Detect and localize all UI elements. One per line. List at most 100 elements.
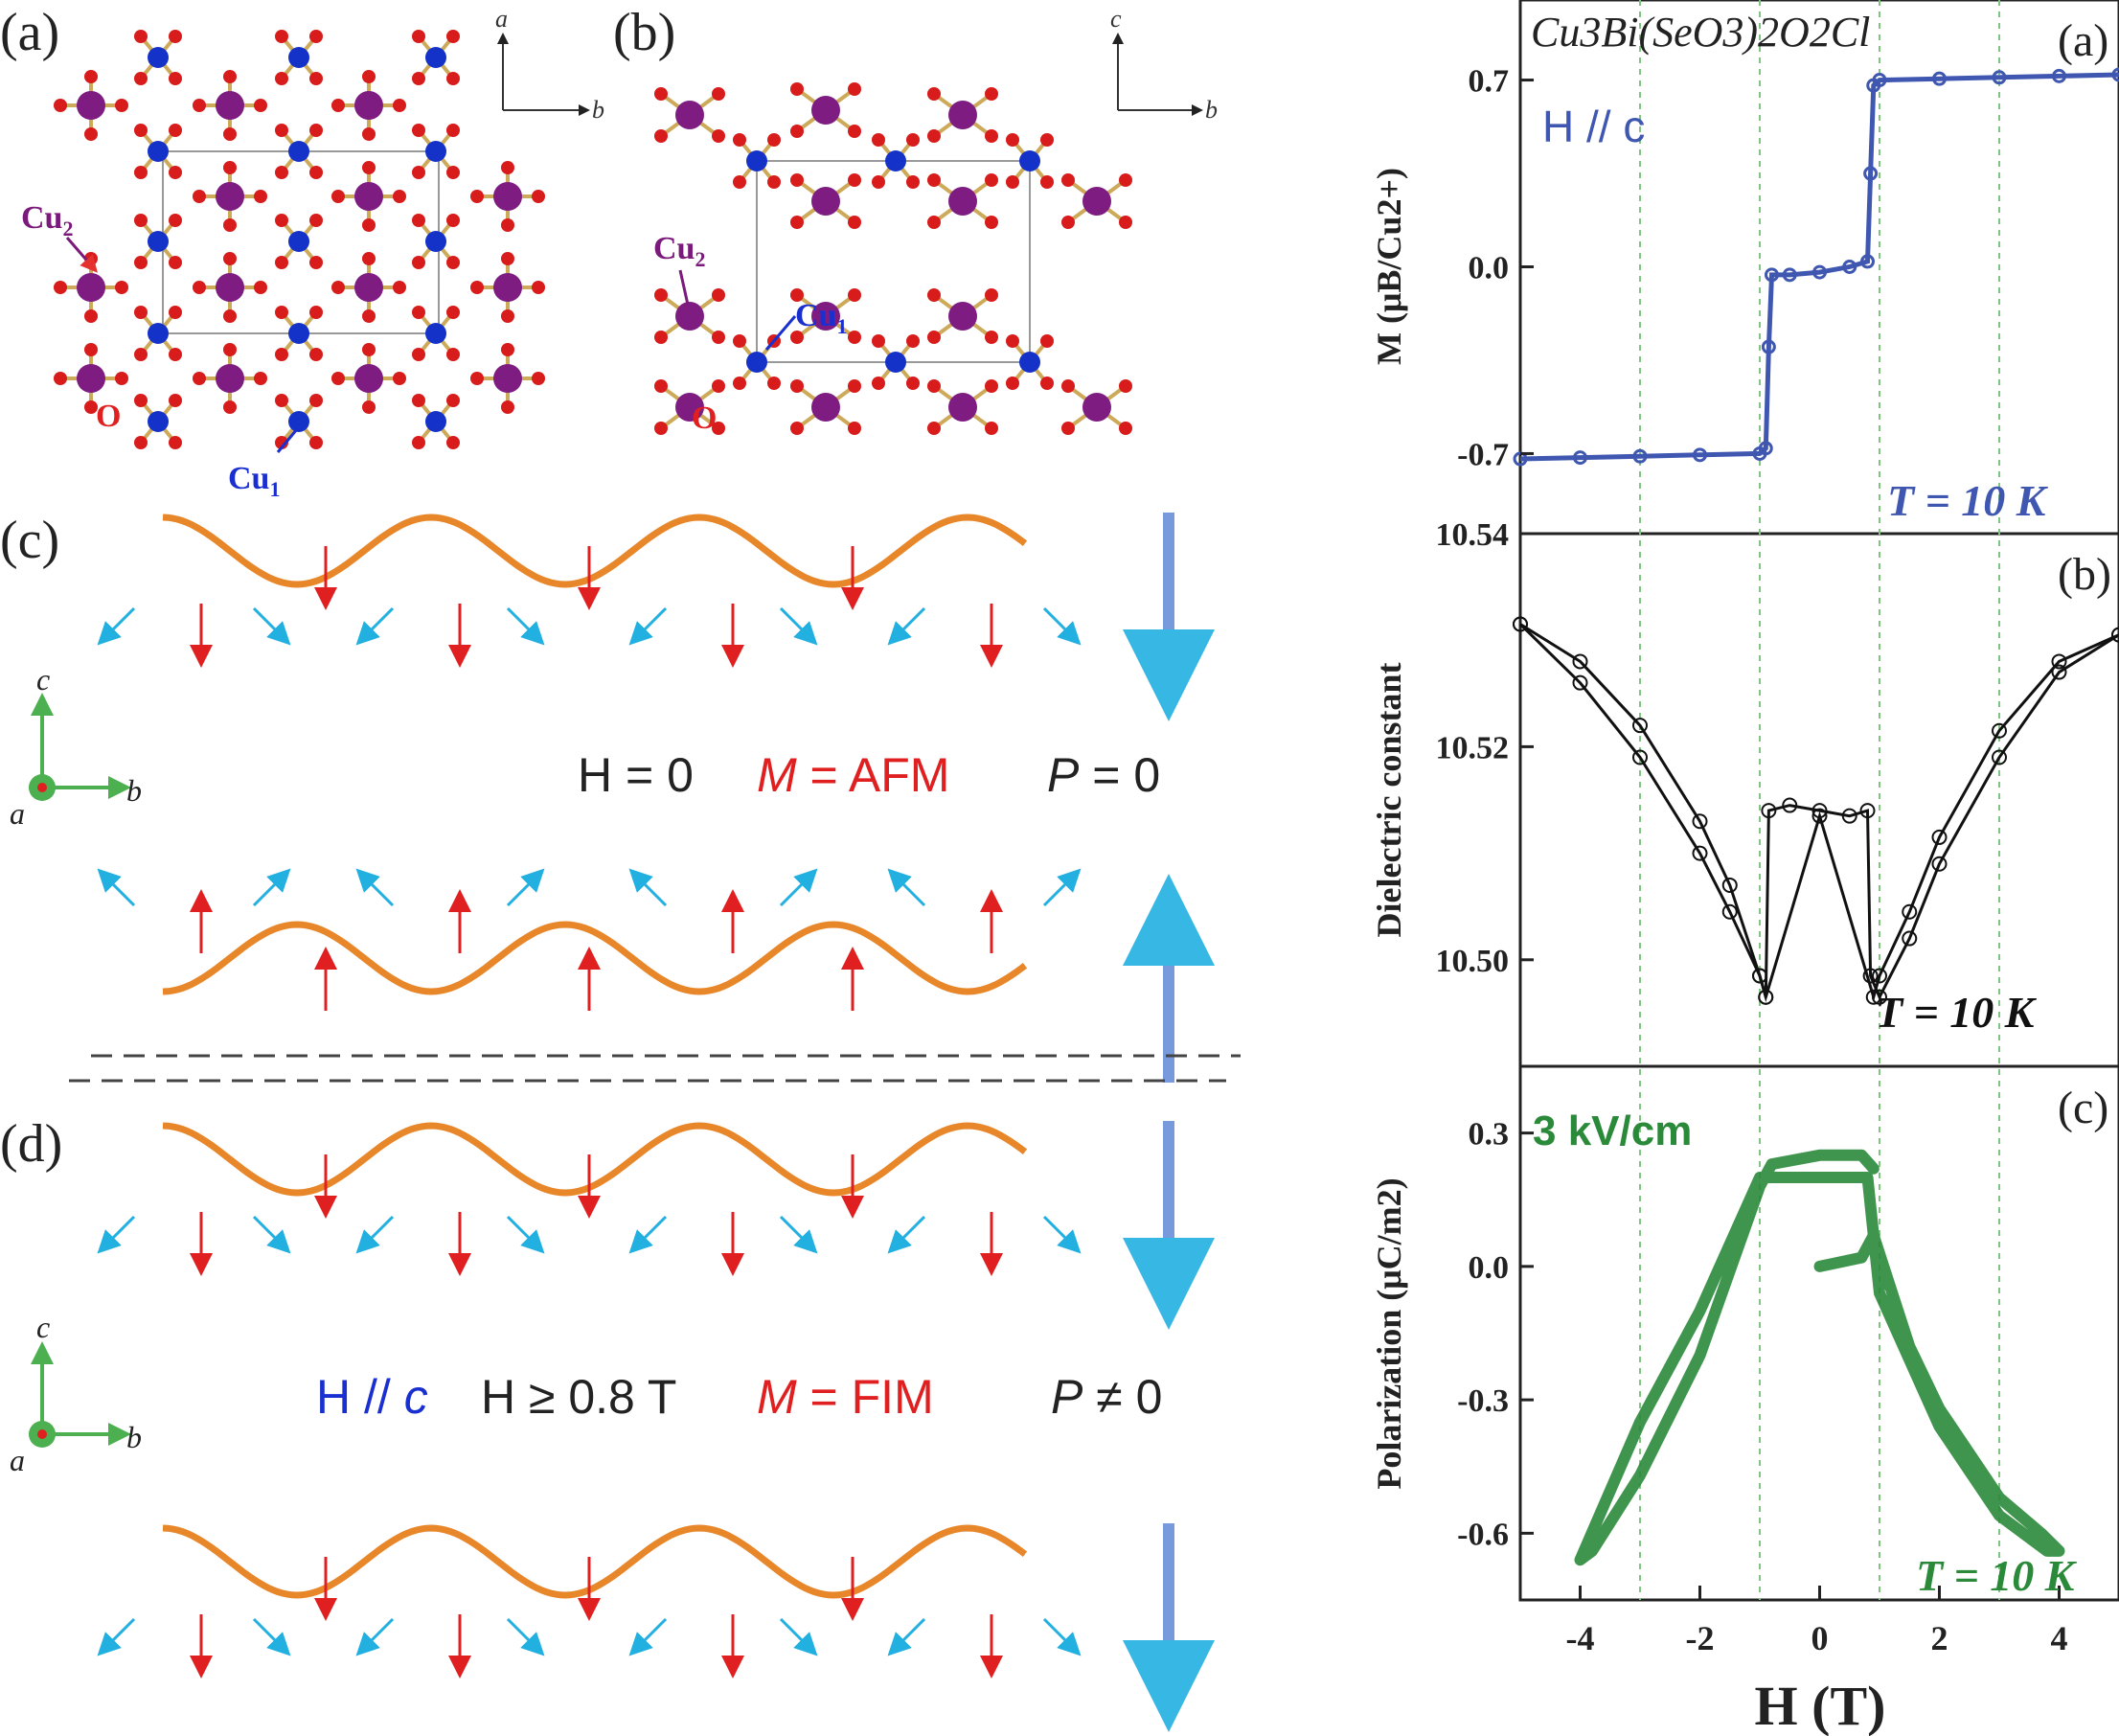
oxygen-atom	[767, 377, 781, 390]
spin-arrow-cyan	[887, 1617, 926, 1656]
oxygen-atom	[169, 256, 182, 269]
cu1-atom	[288, 141, 309, 162]
oxygen-atom	[985, 331, 998, 344]
oxygen-atom	[790, 288, 804, 302]
oxygen-atom	[134, 166, 148, 179]
cu1-atom	[425, 141, 446, 162]
oxygen-atom	[848, 173, 861, 187]
oxygen-atom	[985, 379, 998, 393]
cu2-atom	[77, 273, 105, 302]
panel-d-h-text: H ≥ 0.8 T	[481, 1370, 676, 1424]
data-point	[1902, 930, 1918, 947]
axis-c-b: b	[126, 773, 142, 808]
oxygen-atom	[1006, 175, 1019, 189]
oxygen-atom	[654, 87, 668, 101]
oxygen-atom	[309, 256, 323, 269]
oxygen-atom	[446, 214, 460, 227]
oxygen-atom	[712, 379, 725, 393]
oxygen-atom	[223, 70, 237, 83]
oxygen-atom	[985, 288, 998, 302]
plot-a-data	[1513, 67, 2119, 467]
spin-chain-d-top	[97, 1121, 1215, 1330]
oxygen-atom	[712, 422, 725, 435]
plot-b-yticks: 10.54 10.52 10.50	[1436, 517, 1534, 979]
spin-arrow-cyan	[355, 1215, 395, 1254]
oxygen-atom	[927, 129, 941, 143]
oxygen-atom	[501, 161, 514, 174]
plot-a-label: (a)	[2058, 15, 2108, 66]
oxygen-atom	[654, 288, 668, 302]
data-point	[1782, 267, 1797, 283]
spin-arrow-cyan	[506, 1215, 545, 1254]
cu2-atom	[493, 182, 522, 211]
oxygen-atom	[84, 127, 98, 141]
axis-a-up: a	[495, 5, 508, 33]
data-point	[1860, 254, 1875, 269]
x-tick-label: 2	[1931, 1619, 1948, 1657]
oxygen-atom	[362, 70, 376, 83]
spin-arrow-cyan	[628, 606, 668, 646]
oxygen-atom	[446, 72, 460, 85]
spin-arrow-cyan	[252, 1617, 291, 1656]
cu2-atom	[216, 364, 244, 393]
oxygen-atom	[193, 372, 206, 385]
cu1-atom	[148, 411, 169, 432]
oxygen-atom	[1006, 133, 1019, 147]
cu1-atom	[148, 141, 169, 162]
spin-arrow-cyan	[506, 606, 545, 646]
guide-lines	[1639, 0, 2000, 1600]
y-tick-label: 10.54	[1436, 517, 1510, 553]
panel-b-label: (b)	[613, 3, 675, 62]
cu1-atom	[148, 47, 169, 68]
oxygen-atom	[790, 173, 804, 187]
data-point	[1842, 260, 1857, 274]
plot-a-ylabel: M (μB/Cu2+)	[1370, 168, 1408, 365]
data-point	[1863, 166, 1879, 181]
data-point	[1992, 70, 2007, 85]
spin-arrow-cyan	[355, 606, 395, 646]
data-point	[1932, 71, 1947, 86]
oxygen-atom	[362, 161, 376, 174]
oxygen-atom	[362, 218, 376, 232]
spin-arrow-cyan	[252, 1215, 291, 1254]
oxygen-atom	[985, 422, 998, 435]
oxygen-atom	[134, 436, 148, 449]
oxygen-atom	[848, 422, 861, 435]
panel-c-h-text: H = 0	[578, 748, 694, 802]
cu2-atom	[354, 91, 383, 120]
data-point	[1761, 339, 1776, 354]
oxygen-atom	[1061, 379, 1075, 393]
oxygen-atom	[134, 306, 148, 319]
cu1-atom	[148, 323, 169, 344]
plot-b-data	[1513, 616, 2119, 1005]
spin-chain-c-bottom	[97, 868, 1215, 1083]
axis-c-a: a	[10, 796, 25, 831]
cu2-atom	[77, 364, 105, 393]
axis-d-c: c	[36, 1310, 50, 1344]
data-point	[1692, 813, 1708, 830]
spin-arrow-cyan	[97, 606, 136, 646]
spin-arrow-cyan	[887, 606, 926, 646]
axis-ticks	[1579, 1586, 2061, 1600]
plot-b-ylabel: Dielectric constant	[1370, 663, 1408, 938]
cu2-atom	[948, 187, 977, 216]
oxygen-atom	[393, 372, 406, 385]
oxygen-atom	[927, 87, 941, 101]
oxygen-atom	[906, 377, 920, 390]
x-tick-label: 0	[1811, 1619, 1829, 1657]
oxygen-atom	[1040, 377, 1054, 390]
cu2-atom	[354, 364, 383, 393]
oxygen-atom	[848, 216, 861, 229]
data-point	[1765, 267, 1779, 283]
oxygen-atom	[169, 348, 182, 361]
oxygen-atom	[254, 281, 267, 294]
cu1-label-b: Cu1	[795, 298, 847, 338]
data-point	[2111, 627, 2119, 643]
axis-indicator-b: c b	[1110, 5, 1218, 124]
oxygen-atom	[470, 281, 484, 294]
oxygen-atom	[84, 70, 98, 83]
x-tick-labels: -4 -2 0 2 4	[1566, 1619, 2068, 1657]
data-point	[1931, 829, 1948, 845]
oxygen-atom	[193, 190, 206, 203]
plot-b-label: (b)	[2058, 549, 2111, 600]
